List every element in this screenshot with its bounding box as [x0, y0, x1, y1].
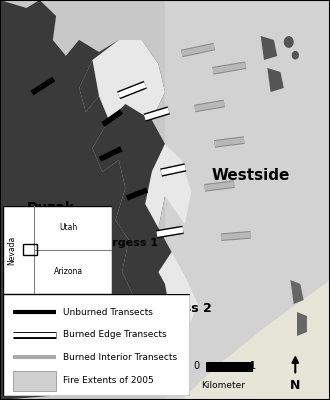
Polygon shape — [66, 40, 178, 372]
Bar — [206, 362, 253, 372]
Text: Burgess 2: Burgess 2 — [142, 302, 212, 315]
Bar — [165, 0, 330, 400]
Text: Burned Edge Transects: Burned Edge Transects — [63, 330, 167, 339]
Polygon shape — [290, 280, 304, 304]
Polygon shape — [145, 144, 191, 228]
Polygon shape — [261, 36, 277, 60]
Text: Burgess 1: Burgess 1 — [96, 238, 158, 248]
Circle shape — [292, 52, 298, 59]
Polygon shape — [0, 0, 135, 400]
Text: Arizona: Arizona — [54, 268, 83, 276]
Text: Westside: Westside — [211, 168, 290, 183]
Bar — [13, 370, 55, 391]
Bar — [23, 244, 37, 255]
Text: Unburned Transects: Unburned Transects — [63, 308, 153, 317]
Polygon shape — [92, 40, 165, 120]
Polygon shape — [267, 68, 284, 92]
Text: N: N — [290, 379, 301, 392]
Text: Nevada: Nevada — [8, 235, 16, 265]
Text: Duzak: Duzak — [26, 201, 74, 215]
Text: Burned Interior Transects: Burned Interior Transects — [63, 353, 177, 362]
Polygon shape — [297, 312, 307, 336]
Text: 1: 1 — [250, 361, 256, 371]
Polygon shape — [182, 280, 330, 400]
Polygon shape — [158, 252, 198, 336]
Text: Kilometer: Kilometer — [202, 381, 246, 390]
Text: Fire Extents of 2005: Fire Extents of 2005 — [63, 376, 154, 385]
Circle shape — [284, 37, 293, 47]
Text: 0: 0 — [193, 361, 200, 371]
Text: Utah: Utah — [59, 224, 78, 232]
